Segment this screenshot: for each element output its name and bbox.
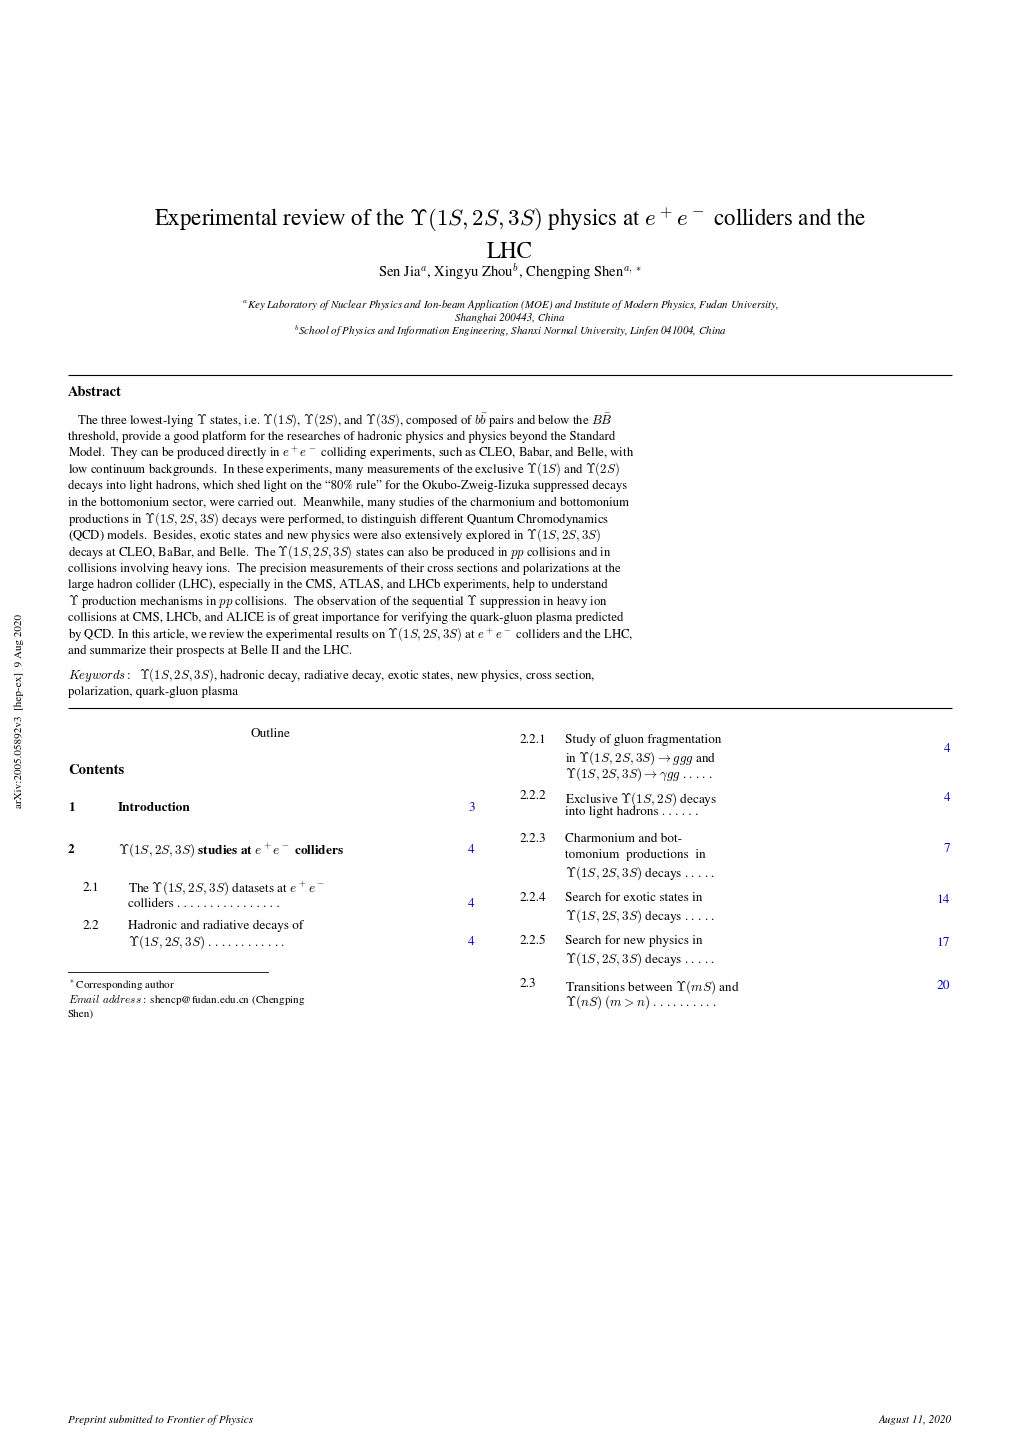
Text: polarization, quark-gluon plasma: polarization, quark-gluon plasma [68,686,237,698]
Text: $\Upsilon(1S, 2S, 3S)$ decays . . . . .: $\Upsilon(1S, 2S, 3S)$ decays . . . . . [565,865,714,883]
Text: 4: 4 [943,792,949,805]
Text: 14: 14 [935,894,949,906]
Text: 4: 4 [943,744,949,756]
Text: $\Upsilon(1S, 2S, 3S)$ . . . . . . . . . . . .: $\Upsilon(1S, 2S, 3S)$ . . . . . . . . .… [127,933,284,950]
Text: Charmonium and bot-: Charmonium and bot- [565,833,682,845]
Text: 17: 17 [935,937,949,949]
Text: by QCD. In this article, we review the experimental results on $\Upsilon(1S, 2S,: by QCD. In this article, we review the e… [68,626,633,643]
Text: 2.1: 2.1 [83,883,100,894]
Text: $\it{Email\ address:}$ shencp@fudan.edu.cn (Chengping: $\it{Email\ address:}$ shencp@fudan.edu.… [68,994,306,1007]
Text: $^*$Corresponding author: $^*$Corresponding author [68,979,175,994]
Text: arXiv:2005.05892v3  [hep-ex]  9 Aug 2020: arXiv:2005.05892v3 [hep-ex] 9 Aug 2020 [14,614,23,808]
Text: decays into light hadrons, which shed light on the “80% rule” for the Okubo-Zwei: decays into light hadrons, which shed li… [68,480,627,492]
Text: 2.2.1: 2.2.1 [520,734,546,746]
Text: 2.2.2: 2.2.2 [520,790,546,802]
Text: $\Upsilon(1S, 2S, 3S)$ studies at $e^+e^-$ colliders: $\Upsilon(1S, 2S, 3S)$ studies at $e^+e^… [118,841,343,859]
Text: Introduction: Introduction [118,802,191,813]
Text: Shen): Shen) [68,1009,94,1019]
Text: Preprint submitted to Frontier of Physics: Preprint submitted to Frontier of Physic… [68,1415,253,1425]
Text: (QCD) models.  Besides, exotic states and new physics were also extensively expl: (QCD) models. Besides, exotic states and… [68,526,600,545]
Text: colliders . . . . . . . . . . . . . . . .: colliders . . . . . . . . . . . . . . . … [127,898,279,910]
Text: LHC: LHC [487,241,532,262]
Text: 7: 7 [943,844,949,855]
Text: in the bottomonium sector, were carried out.  Meanwhile, many studies of the cha: in the bottomonium sector, were carried … [68,496,629,509]
Text: Study of gluon fragmentation: Study of gluon fragmentation [565,734,720,747]
Text: 4: 4 [468,936,474,947]
Text: 4: 4 [468,898,474,910]
Text: Outline: Outline [250,728,289,740]
Text: Shanghai 200443, China: Shanghai 200443, China [454,313,565,323]
Text: The three lowest-lying $\Upsilon$ states, i.e. $\Upsilon(1S)$, $\Upsilon(2S)$, a: The three lowest-lying $\Upsilon$ states… [68,411,611,428]
Text: Model.  They can be produced directly in $e^+e^-$ colliding experiments, such as: Model. They can be produced directly in … [68,444,634,461]
Text: 4: 4 [468,844,474,857]
Text: 1: 1 [68,802,74,813]
Text: $\Upsilon(1S, 2S, 3S)$ decays . . . . .: $\Upsilon(1S, 2S, 3S)$ decays . . . . . [565,907,714,926]
Text: $\it{Keywords:}$  $\Upsilon(1S, 2S, 3S)$, hadronic decay, radiative decay, exoti: $\it{Keywords:}$ $\Upsilon(1S, 2S, 3S)$,… [68,666,595,685]
Text: Contents: Contents [68,763,124,776]
Text: 2: 2 [68,844,74,857]
Text: $^b$School of Physics and Information Engineering, Shanxi Normal University, Lin: $^b$School of Physics and Information En… [293,323,726,339]
Text: decays at CLEO, BaBar, and Belle.  The $\Upsilon(1S, 2S, 3S)$ states can also be: decays at CLEO, BaBar, and Belle. The $\… [68,544,611,561]
Text: $\Upsilon(1S, 2S, 3S)$ decays . . . . .: $\Upsilon(1S, 2S, 3S)$ decays . . . . . [565,950,714,968]
Text: $\Upsilon(nS)$ $(m > n)$ . . . . . . . . . .: $\Upsilon(nS)$ $(m > n)$ . . . . . . . .… [565,994,716,1011]
Text: and summarize their prospects at Belle II and the LHC.: and summarize their prospects at Belle I… [68,645,352,658]
Text: tomonium  productions  in: tomonium productions in [565,849,705,861]
Text: into light hadrons . . . . . .: into light hadrons . . . . . . [565,806,698,818]
Text: 2.2.3: 2.2.3 [520,833,546,845]
Text: August 11, 2020: August 11, 2020 [878,1415,951,1425]
Text: 20: 20 [935,981,949,992]
Text: $\Upsilon$ production mechanisms in $pp$ collisions.  The observation of the seq: $\Upsilon$ production mechanisms in $pp$… [68,593,607,610]
Text: Transitions between $\Upsilon(mS)$ and: Transitions between $\Upsilon(mS)$ and [565,978,739,996]
Text: $\Upsilon(1S, 2S, 3S) \rightarrow \gamma gg$ . . . . .: $\Upsilon(1S, 2S, 3S) \rightarrow \gamma… [565,766,712,783]
Text: 3: 3 [468,802,474,813]
Text: Hadronic and radiative decays of: Hadronic and radiative decays of [127,920,303,932]
Text: Sen Jia$^a$, Xingyu Zhou$^b$, Chengping Shen$^{a,*}$: Sen Jia$^a$, Xingyu Zhou$^b$, Chengping … [378,261,641,283]
Text: low continuum backgrounds.  In these experiments, many measurements of the exclu: low continuum backgrounds. In these expe… [68,460,620,479]
Text: Exclusive $\Upsilon(1S, 2S)$ decays: Exclusive $\Upsilon(1S, 2S)$ decays [565,790,716,809]
Text: productions in $\Upsilon(1S, 2S, 3S)$ decays were performed, to distinguish diff: productions in $\Upsilon(1S, 2S, 3S)$ de… [68,510,608,528]
Text: 2.3: 2.3 [520,978,536,989]
Text: The $\Upsilon(1S, 2S, 3S)$ datasets at $e^+e^-$: The $\Upsilon(1S, 2S, 3S)$ datasets at $… [127,880,325,897]
Text: Experimental review of the $\Upsilon(1S, 2S, 3S)$ physics at $e^+e^-$ colliders : Experimental review of the $\Upsilon(1S,… [154,206,865,234]
Text: in $\Upsilon(1S, 2S, 3S) \rightarrow ggg$ and: in $\Upsilon(1S, 2S, 3S) \rightarrow ggg… [565,750,715,767]
Text: collisions at CMS, LHCb, and ALICE is of great importance for verifying the quar: collisions at CMS, LHCb, and ALICE is of… [68,611,623,624]
Text: $^a$Key Laboratory of Nuclear Physics and Ion-beam Application (MOE) and Institu: $^a$Key Laboratory of Nuclear Physics an… [242,298,777,311]
Text: large hadron collider (LHC), especially in the CMS, ATLAS, and LHCb experiments,: large hadron collider (LHC), especially … [68,578,607,591]
Text: Search for new physics in: Search for new physics in [565,934,702,947]
Text: 2.2.5: 2.2.5 [520,934,546,947]
Text: 2.2: 2.2 [83,920,100,932]
Text: Abstract: Abstract [68,386,121,399]
Text: collisions involving heavy ions.  The precision measurements of their cross sect: collisions involving heavy ions. The pre… [68,562,620,574]
Text: 2.2.4: 2.2.4 [520,893,546,904]
Text: Search for exotic states in: Search for exotic states in [565,893,702,904]
Text: threshold, provide a good platform for the researches of hadronic physics and ph: threshold, provide a good platform for t… [68,430,614,443]
